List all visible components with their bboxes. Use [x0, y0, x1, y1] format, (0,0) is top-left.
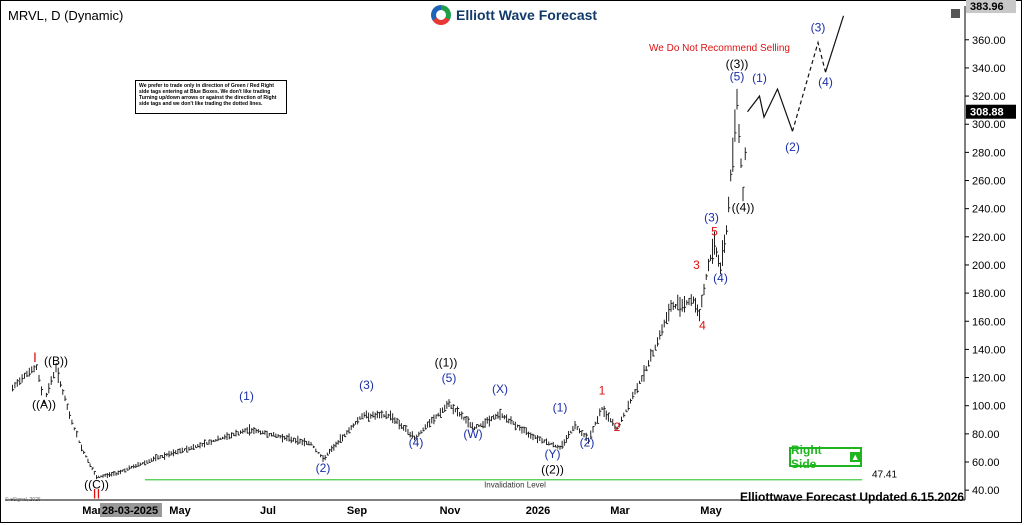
wave-label: (2): [580, 436, 595, 450]
logo-icon: [431, 5, 451, 25]
y-tick-label: 80.00: [972, 429, 1000, 441]
wave-label: (4): [409, 436, 424, 450]
price-label: 383.96: [970, 1, 1004, 13]
x-tick-label: May: [169, 505, 191, 517]
price-label: 308.88: [970, 107, 1004, 119]
wave-label: (4): [713, 271, 728, 285]
footer-updated: Elliottwave Forecast Updated 6.15.2026: [740, 490, 965, 504]
no-sell-note: We Do Not Recommend Selling: [649, 43, 790, 54]
x-tick-label: 2026: [526, 505, 550, 517]
x-tick-label: Jul: [260, 505, 276, 517]
right-side-label: Right Side: [791, 443, 822, 471]
y-tick-label: 100.00: [972, 401, 1006, 413]
wave-label: (W): [463, 427, 482, 441]
wave-label: II: [93, 486, 101, 502]
up-arrow-icon: ▲: [850, 452, 860, 462]
wave-label: (Y): [545, 447, 561, 461]
y-tick-label: 200.00: [972, 260, 1006, 272]
wave-label: (X): [492, 382, 508, 396]
x-tick-label: Nov: [440, 505, 462, 517]
y-tick-label: 220.00: [972, 232, 1006, 244]
wave-label: ((2)): [541, 462, 564, 476]
invalidation-label: Invalidation Level: [484, 481, 546, 490]
wave-label: 3: [693, 258, 700, 272]
wave-label: (1): [752, 71, 767, 85]
wave-label: ((4)): [732, 200, 755, 214]
wave-label: ((B)): [44, 354, 68, 368]
y-tick-label: 40.00: [972, 485, 1000, 497]
wave-label: 4: [699, 319, 706, 333]
y-tick-label: 120.00: [972, 373, 1006, 385]
y-tick-label: 280.00: [972, 147, 1006, 159]
y-tick-label: 60.00: [972, 457, 1000, 469]
projection-path: [747, 87, 794, 132]
wave-label: (4): [818, 75, 833, 89]
y-tick-label: 140.00: [972, 344, 1006, 356]
wave-label: (5): [730, 70, 745, 84]
price-label: 47.41: [872, 470, 897, 481]
right-side-tag: Right Side ▲: [789, 443, 862, 471]
wave-label: ((A)): [32, 398, 56, 412]
last-high-box: [966, 0, 1016, 14]
y-tick-label: 240.00: [972, 204, 1006, 216]
y-tick-label: 160.00: [972, 316, 1006, 328]
projection-final-path: [824, 15, 845, 73]
wave-label: 5: [711, 224, 718, 238]
wave-label: ((1)): [435, 355, 458, 369]
wave-label: (1): [553, 400, 568, 414]
y-tick-label: 340.00: [972, 63, 1006, 75]
y-tick-label: 260.00: [972, 176, 1006, 188]
wave-label: (3): [359, 378, 374, 392]
wave-label: (2): [316, 461, 331, 475]
y-tick-label: 360.00: [972, 35, 1006, 47]
wave-label: 1: [599, 383, 606, 397]
y-tick-label: 180.00: [972, 288, 1006, 300]
projection-dashed-path: [791, 40, 827, 132]
x-tick-label: Sep: [347, 505, 367, 517]
x-tick-label: Mar: [610, 505, 630, 517]
wave-label: (1): [239, 389, 254, 403]
y-tick-label: 320.00: [972, 91, 1006, 103]
last-price-box: [966, 104, 1016, 119]
trading-notice: We prefer to trade only in direction of …: [135, 80, 287, 114]
x-tick-label: 28-03-2025: [102, 505, 158, 517]
wave-label: (2): [785, 140, 800, 154]
copyright: © eSignal, 2026: [5, 497, 41, 503]
brand-logo: Elliott Wave Forecast: [431, 4, 597, 26]
wave-label: I: [33, 349, 37, 365]
wave-label: (3): [811, 20, 826, 34]
x-tick-highlight: [100, 503, 162, 517]
x-tick-label: Mar: [82, 505, 102, 517]
logo-text: Elliott Wave Forecast: [456, 7, 598, 23]
symbol-title: MRVL, D (Dynamic): [8, 8, 124, 23]
chart-menu-icon[interactable]: [951, 9, 960, 18]
wave-label: ((C)): [84, 478, 109, 492]
wave-label: ((3)): [726, 57, 749, 71]
wave-label: 2: [614, 420, 621, 434]
wave-label: (3): [704, 210, 719, 224]
y-tick-label: 300.00: [972, 119, 1006, 131]
x-tick-label: May: [700, 505, 722, 517]
wave-label: (5): [442, 371, 457, 385]
